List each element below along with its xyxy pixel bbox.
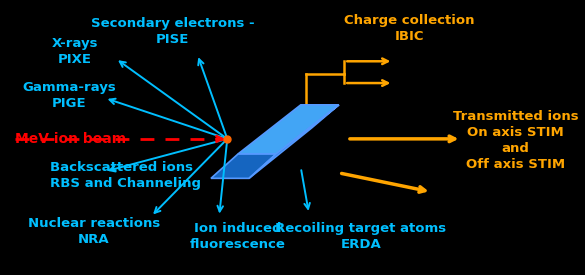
Text: Recoiling target atoms
ERDA: Recoiling target atoms ERDA xyxy=(275,222,446,251)
Polygon shape xyxy=(211,154,276,178)
Polygon shape xyxy=(238,105,339,154)
Text: MeV ion beam: MeV ion beam xyxy=(15,132,126,146)
Text: Charge collection
IBIC: Charge collection IBIC xyxy=(345,14,475,43)
Polygon shape xyxy=(249,105,339,178)
Text: X-rays
PIXE: X-rays PIXE xyxy=(51,37,98,66)
Text: Gamma-rays
PIGE: Gamma-rays PIGE xyxy=(23,81,116,110)
Text: Backscattered ions
RBS and Channeling: Backscattered ions RBS and Channeling xyxy=(50,161,201,190)
Text: Secondary electrons -
PISE: Secondary electrons - PISE xyxy=(91,17,254,46)
Text: Transmitted ions
On axis STIM
and
Off axis STIM: Transmitted ions On axis STIM and Off ax… xyxy=(453,110,579,171)
Text: Nuclear reactions
NRA: Nuclear reactions NRA xyxy=(28,217,160,246)
Text: Ion induced
fluorescence: Ion induced fluorescence xyxy=(190,222,286,251)
